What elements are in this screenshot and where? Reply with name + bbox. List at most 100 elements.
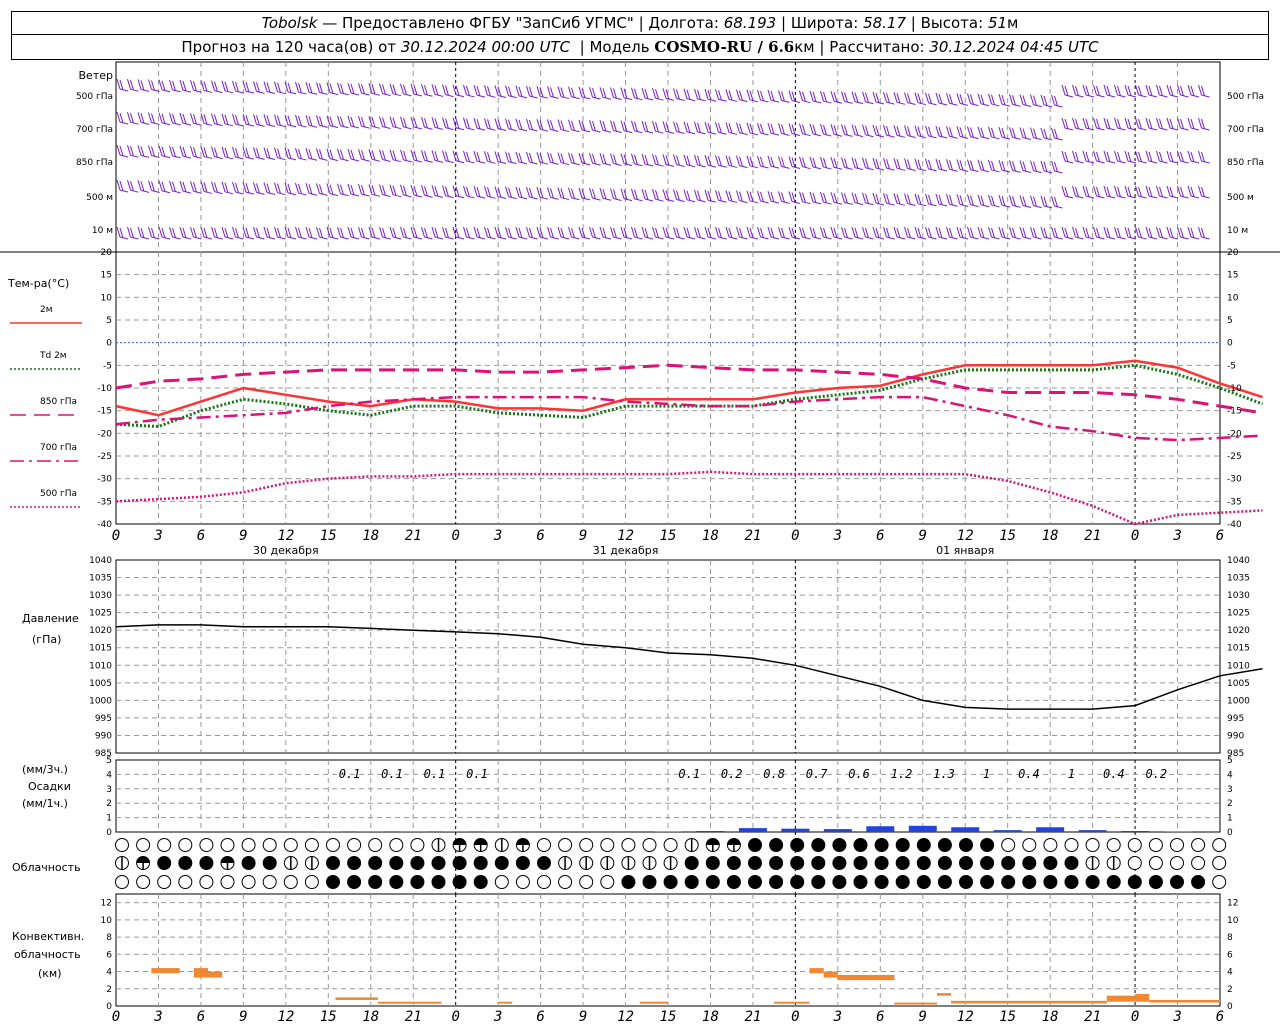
wind-barb-feather	[305, 148, 310, 159]
wind-barb-feather	[158, 180, 163, 191]
wind-barb-feather	[728, 156, 733, 167]
wind-barb-feather	[812, 192, 817, 204]
wind-barb-feather	[242, 147, 247, 158]
precip-value-label: 0.2	[721, 767, 743, 781]
hour-tick-label-bottom: 21	[405, 1009, 422, 1024]
wind-barb-shaft	[686, 199, 696, 203]
wind-barb-feather	[907, 194, 911, 205]
wind-barb-shaft	[235, 90, 244, 94]
wind-barb-feather	[571, 120, 575, 131]
precip-value-label: 0.1	[466, 767, 488, 781]
wind-barb-shaft	[613, 197, 622, 201]
wind-barb-feather	[652, 88, 656, 99]
wind-barb-shaft	[413, 194, 423, 198]
wind-barb-feather	[130, 113, 134, 124]
wind-barb-shaft	[875, 236, 885, 240]
wind-barb-feather	[914, 193, 919, 204]
wind-barb-shaft	[623, 163, 633, 167]
wind-barb-feather	[547, 152, 551, 163]
wind-barb-feather	[655, 155, 659, 166]
cloud-symbol	[558, 875, 573, 889]
wind-barb-shaft	[602, 236, 612, 240]
cloud-symbol	[1148, 856, 1163, 870]
wind-barb-feather	[1012, 227, 1016, 239]
wind-barb-feather	[749, 227, 754, 239]
wind-barb-feather	[893, 226, 898, 238]
wind-barb-feather	[410, 226, 415, 238]
wind-barb-feather	[791, 91, 796, 102]
wind-barb-shaft	[371, 92, 381, 96]
wind-barb-shaft	[581, 129, 591, 133]
wind-barb-feather	[263, 182, 268, 193]
wind-barb-feather	[823, 91, 827, 103]
wind-barb-feather	[760, 90, 764, 102]
hour-tick-label-bottom: 6	[876, 1009, 884, 1024]
wind-barb-feather	[1075, 227, 1079, 239]
wind-barb-feather	[623, 88, 628, 99]
wind-barb-shaft	[1180, 127, 1189, 131]
hour-tick-label: 3	[493, 528, 502, 544]
wind-barb-feather	[1106, 85, 1111, 97]
cloud-symbol	[178, 838, 193, 852]
wind-barb-shaft	[959, 168, 969, 172]
cloud-symbol	[410, 838, 425, 852]
wind-barb-feather	[1106, 118, 1111, 130]
wind-barb-feather	[592, 120, 596, 132]
cloud-symbol	[452, 856, 467, 870]
wind-barb-feather	[1064, 85, 1069, 97]
wind-barb-shaft	[434, 126, 444, 130]
wind-barb-shaft	[445, 94, 454, 98]
wind-barb-feather	[214, 182, 218, 193]
wind-barb-shaft	[235, 191, 244, 195]
wind-barb-feather	[1019, 195, 1024, 206]
wind-barb-feather	[634, 154, 638, 165]
wind-barb-feather	[1085, 151, 1090, 163]
wind-barb-feather	[1033, 227, 1037, 239]
wind-barb-shaft	[812, 236, 822, 240]
wind-barb-feather	[308, 184, 313, 195]
wind-barb-feather	[1093, 226, 1097, 238]
wind-barb-feather	[631, 188, 635, 199]
wind-barb-feather	[203, 147, 208, 158]
wind-barb-feather	[770, 227, 775, 239]
pressure-tick-right: 1040	[1227, 556, 1250, 566]
wind-barb-feather	[998, 194, 1003, 206]
wind-barb-shaft	[907, 168, 916, 171]
precip-value-label: 0.4	[1018, 767, 1040, 781]
wind-barb-shaft	[161, 122, 171, 126]
wind-barb-shaft	[550, 236, 559, 240]
precip-tick-left: 5	[106, 756, 112, 766]
wind-barb-feather	[200, 226, 205, 238]
cloud-symbol	[1127, 875, 1142, 889]
wind-barb-feather	[529, 86, 533, 98]
wind-barb-shaft	[1159, 94, 1168, 98]
wind-barb-feather	[1001, 227, 1006, 239]
wind-barb-feather	[1022, 227, 1027, 239]
wind-barb-feather	[550, 227, 554, 239]
wind-barb-shaft	[602, 162, 612, 166]
wind-barb-feather	[319, 184, 323, 195]
wind-barb-feather	[389, 83, 394, 94]
wind-barb-shaft	[1201, 195, 1210, 199]
wind-barb-feather	[316, 148, 320, 159]
wind-barb-feather	[809, 226, 814, 238]
wind-barb-shaft	[623, 236, 633, 240]
precip-value-label: 0.6	[848, 767, 870, 781]
wind-barb-feather	[119, 180, 124, 192]
wind-barb-feather	[1117, 186, 1121, 198]
lat-value: 58.17	[863, 14, 907, 32]
wind-barb-feather	[539, 120, 544, 131]
wind-barb-shaft	[896, 134, 906, 138]
wind-barb-feather	[631, 120, 635, 131]
hour-tick-label-bottom: 12	[617, 1009, 634, 1024]
wind-level-label: 500 м	[86, 193, 113, 203]
wind-barb-shaft	[1180, 160, 1189, 164]
wind-barb-shaft	[298, 192, 307, 196]
pressure-unit: (гПа)	[32, 633, 61, 646]
wind-barb-feather	[224, 114, 229, 125]
wind-barb-shaft	[1138, 94, 1147, 98]
wind-barb-shaft	[550, 95, 559, 99]
wind-barb-feather	[452, 185, 457, 196]
wind-barb-shaft	[1148, 160, 1158, 164]
wind-barb-feather	[686, 122, 691, 133]
